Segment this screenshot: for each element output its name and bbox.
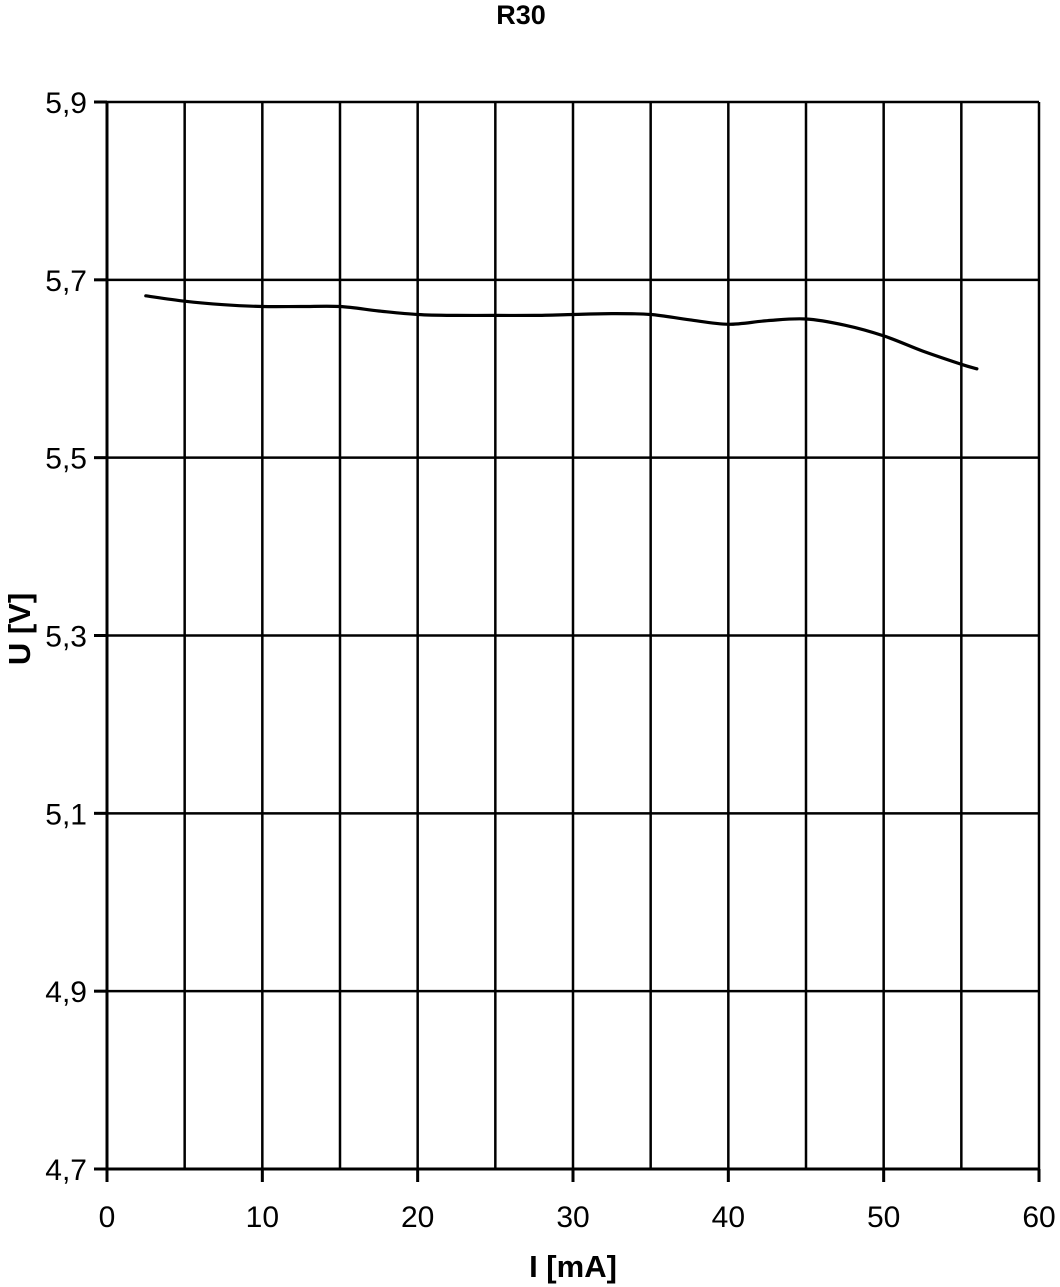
- x-axis-title: I [mA]: [529, 1249, 617, 1284]
- y-tick-label: 5,9: [45, 87, 87, 120]
- x-tick-label: 20: [401, 1201, 434, 1234]
- x-tick-label: 10: [246, 1201, 279, 1234]
- x-tick-label: 50: [867, 1201, 900, 1234]
- y-tick-label: 5,3: [45, 621, 87, 654]
- y-tick-label: 5,7: [45, 265, 87, 298]
- y-tick-label: 4,7: [45, 1154, 87, 1187]
- x-tick-label: 0: [99, 1201, 116, 1234]
- x-tick-label: 30: [556, 1201, 589, 1234]
- chart-title: R30: [496, 0, 546, 30]
- y-axis-title: U [V]: [2, 592, 37, 666]
- x-tick-label: 40: [712, 1201, 745, 1234]
- x-tick-label: 60: [1022, 1201, 1055, 1234]
- y-tick-label: 5,5: [45, 443, 87, 476]
- y-tick-label: 5,1: [45, 798, 87, 831]
- data-series-line: [144, 294, 979, 371]
- y-tick-label: 4,9: [45, 976, 87, 1009]
